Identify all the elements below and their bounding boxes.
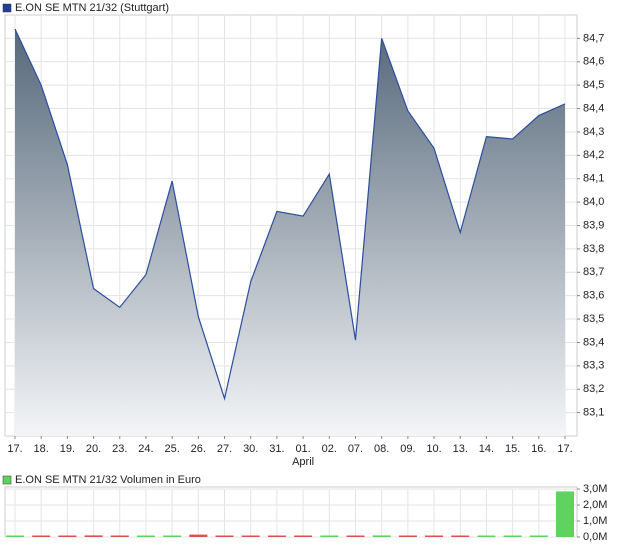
y-tick-label: 83,9 — [583, 219, 604, 231]
y-tick-label: 83,8 — [583, 243, 604, 255]
y-tick-label: 84,1 — [583, 173, 604, 185]
y-tick-label: 83,7 — [583, 266, 604, 278]
bar — [451, 535, 470, 537]
x-tick-label: 09. — [400, 443, 415, 455]
bar — [346, 535, 365, 537]
y-tick-label: 83,3 — [583, 360, 604, 372]
x-tick-label: 24. — [138, 443, 153, 455]
x-group-label: April — [292, 456, 314, 468]
y-tick-label: 84,6 — [583, 56, 604, 68]
y-tick-label: 84,2 — [583, 149, 604, 161]
bar — [267, 535, 286, 537]
bar — [110, 535, 129, 537]
y-tick-label: 0,0M — [583, 531, 607, 543]
bar — [163, 535, 182, 537]
bar — [477, 535, 496, 537]
bar — [320, 535, 339, 537]
y-tick-label: 84,0 — [583, 196, 604, 208]
y-tick-label: 83,4 — [583, 336, 604, 348]
legend-swatch — [2, 475, 12, 485]
bar — [215, 535, 234, 537]
y-tick-label: 2,0M — [583, 499, 607, 511]
x-tick-label: 02. — [322, 443, 337, 455]
area — [15, 29, 565, 437]
plot-area — [4, 486, 578, 538]
legend-swatch — [2, 3, 12, 13]
bar — [6, 535, 24, 537]
y-tick-label: 84,3 — [583, 126, 604, 138]
bar — [294, 535, 313, 537]
x-tick-label: 18. — [34, 443, 49, 455]
y-tick-label: 1,0M — [583, 515, 607, 527]
bar — [372, 535, 391, 537]
bar — [84, 535, 103, 537]
y-tick-label: 83,5 — [583, 313, 604, 325]
x-tick-label: 20. — [86, 443, 101, 455]
x-tick-label: 08. — [374, 443, 389, 455]
chart-title: E.ON SE MTN 21/32 Volumen in Euro — [15, 474, 201, 486]
x-tick-label: 27. — [217, 443, 232, 455]
y-tick-label: 3,0M — [583, 483, 607, 495]
x-tick-label: 07. — [348, 443, 363, 455]
bar — [398, 535, 417, 537]
x-tick-label: 30. — [243, 443, 258, 455]
y-tick-label: 84,7 — [583, 32, 604, 44]
y-tick-label: 83,1 — [583, 407, 604, 419]
y-tick-label: 84,4 — [583, 102, 604, 114]
x-tick-label: 25. — [164, 443, 179, 455]
x-tick-label: 10. — [426, 443, 441, 455]
line — [14, 28, 566, 401]
chart-title: E.ON SE MTN 21/32 (Stuttgart) — [15, 2, 169, 14]
bar — [425, 535, 444, 537]
bar — [32, 535, 51, 537]
x-tick-label: 17. — [7, 443, 22, 455]
x-tick-label: 14. — [479, 443, 494, 455]
bar — [136, 535, 155, 537]
x-tick-label: 13. — [453, 443, 468, 455]
x-tick-label: 01. — [295, 443, 310, 455]
x-tick-label: 15. — [505, 443, 520, 455]
y-tick-label: 84,5 — [583, 79, 604, 91]
x-tick-label: 23. — [112, 443, 127, 455]
y-tick-label: 83,2 — [583, 383, 604, 395]
bar — [529, 535, 548, 537]
bar — [503, 535, 522, 537]
x-tick-label: 16. — [531, 443, 546, 455]
x-tick-label: 19. — [60, 443, 75, 455]
x-tick-label: 31. — [269, 443, 284, 455]
bar — [556, 491, 574, 537]
bar — [241, 535, 260, 537]
bar — [58, 535, 77, 537]
bar — [189, 534, 208, 537]
x-tick-label: 17. — [557, 443, 572, 455]
y-tick-label: 83,6 — [583, 290, 604, 302]
x-tick-label: 26. — [191, 443, 206, 455]
